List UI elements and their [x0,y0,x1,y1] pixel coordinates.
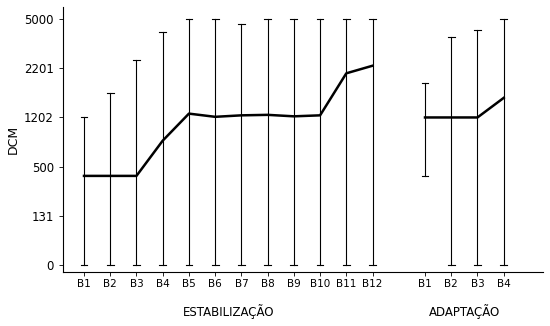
Text: ESTABILIZAÇÃO: ESTABILIZAÇÃO [183,304,274,319]
Y-axis label: DCM: DCM [7,125,20,154]
Text: ADAPTAÇÃO: ADAPTAÇÃO [429,304,500,319]
